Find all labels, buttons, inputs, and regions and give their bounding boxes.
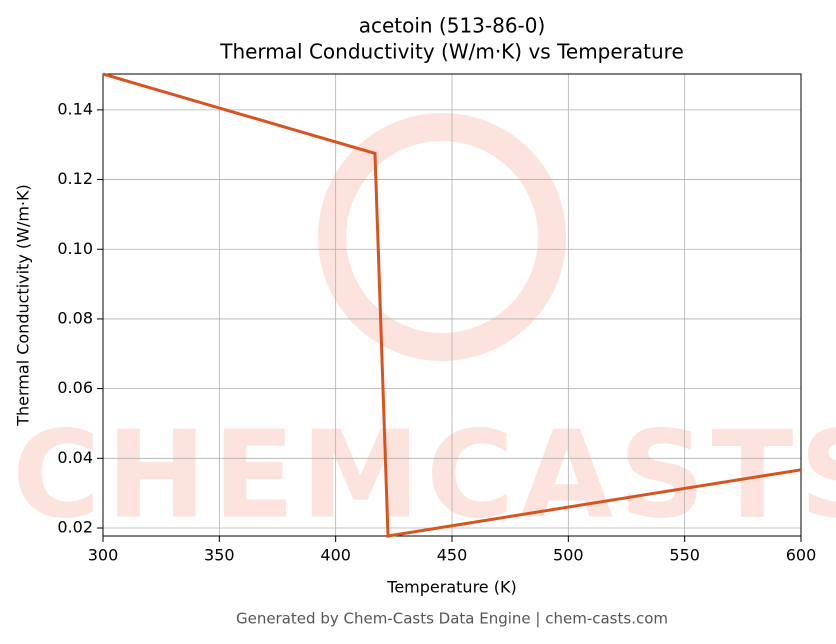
x-tick-label: 550	[669, 546, 700, 565]
y-axis-label: Thermal Conductivity (W/m·K)	[14, 184, 33, 427]
footer: Generated by Chem-Casts Data Engine | ch…	[236, 610, 668, 628]
x-tick-label: 500	[553, 546, 584, 565]
plot-frame	[102, 73, 802, 537]
x-tick-label: 350	[204, 546, 235, 565]
watermark: CHEMCASTS	[12, 407, 836, 546]
chart-title: acetoin (513-86-0)	[359, 14, 546, 38]
y-tick-label: 0.12	[57, 169, 93, 188]
data-line	[102, 72, 802, 538]
y-tick-label: 0.06	[57, 378, 93, 397]
x-tick-label: 450	[437, 546, 468, 565]
y-tick-label: 0.08	[57, 308, 93, 327]
x-tick-label: 300	[88, 546, 119, 565]
x-tick-label: 400	[320, 546, 351, 565]
x-axis-label: Temperature (K)	[386, 578, 516, 597]
watermark-logo	[318, 113, 566, 361]
y-tick-label: 0.14	[57, 99, 93, 118]
y-tick-label: 0.04	[57, 448, 93, 467]
y-tick-label: 0.02	[57, 517, 93, 536]
x-tick-label: 600	[786, 546, 817, 565]
chart-subtitle: Thermal Conductivity (W/m·K) vs Temperat…	[219, 40, 684, 64]
y-tick-label: 0.10	[57, 239, 93, 258]
